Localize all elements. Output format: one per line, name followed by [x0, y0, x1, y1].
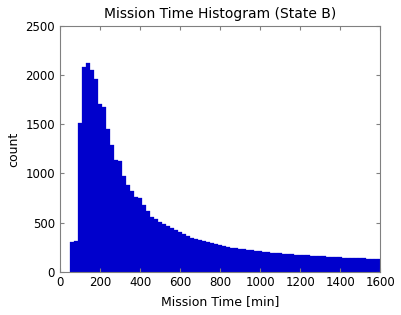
Bar: [186, 236, 190, 272]
Bar: [229, 248, 233, 272]
Bar: [98, 104, 102, 272]
Bar: [162, 224, 166, 272]
Bar: [373, 259, 377, 272]
Bar: [206, 242, 210, 272]
Bar: [82, 66, 86, 272]
Bar: [349, 258, 353, 272]
Bar: [357, 258, 361, 272]
Bar: [106, 129, 110, 272]
Bar: [321, 256, 325, 272]
Bar: [94, 79, 98, 272]
Bar: [290, 255, 294, 272]
Bar: [265, 252, 269, 272]
Bar: [210, 243, 214, 272]
Bar: [126, 185, 130, 272]
Bar: [74, 241, 78, 272]
Bar: [337, 257, 341, 272]
Bar: [146, 211, 150, 272]
Bar: [202, 241, 206, 272]
X-axis label: Mission Time [min]: Mission Time [min]: [160, 295, 279, 308]
Bar: [170, 228, 174, 272]
Bar: [134, 197, 138, 272]
Bar: [122, 176, 126, 272]
Bar: [245, 249, 249, 272]
Bar: [158, 221, 162, 272]
Bar: [309, 256, 313, 272]
Bar: [361, 259, 365, 272]
Bar: [214, 244, 217, 272]
Bar: [142, 205, 146, 272]
Bar: [286, 254, 290, 272]
Bar: [174, 230, 178, 272]
Bar: [261, 251, 265, 272]
Bar: [313, 256, 317, 272]
Bar: [138, 198, 142, 272]
Bar: [198, 240, 202, 272]
Bar: [194, 239, 198, 272]
Bar: [329, 257, 333, 272]
Bar: [130, 191, 134, 272]
Bar: [277, 254, 282, 272]
Bar: [241, 249, 245, 272]
Bar: [78, 123, 82, 272]
Bar: [237, 249, 241, 272]
Bar: [233, 248, 237, 272]
Bar: [102, 107, 106, 272]
Bar: [90, 71, 94, 272]
Bar: [217, 245, 221, 272]
Bar: [397, 260, 401, 272]
Bar: [377, 259, 381, 272]
Bar: [353, 258, 357, 272]
Bar: [253, 250, 257, 272]
Y-axis label: count: count: [7, 131, 20, 167]
Bar: [257, 251, 261, 272]
Bar: [269, 253, 273, 272]
Bar: [114, 160, 118, 272]
Bar: [306, 255, 309, 272]
Bar: [178, 232, 182, 272]
Bar: [298, 255, 302, 272]
Bar: [282, 254, 286, 272]
Bar: [273, 253, 277, 272]
Bar: [389, 260, 393, 272]
Bar: [302, 255, 306, 272]
Bar: [70, 242, 74, 272]
Bar: [365, 259, 369, 272]
Bar: [369, 259, 373, 272]
Bar: [118, 161, 122, 272]
Bar: [325, 257, 329, 272]
Bar: [385, 260, 389, 272]
Bar: [341, 257, 345, 272]
Bar: [225, 247, 229, 272]
Bar: [333, 257, 337, 272]
Bar: [345, 258, 349, 272]
Bar: [166, 226, 170, 272]
Bar: [86, 63, 90, 272]
Bar: [317, 256, 321, 272]
Bar: [182, 234, 186, 272]
Bar: [154, 219, 158, 272]
Title: Mission Time Histogram (State B): Mission Time Histogram (State B): [104, 7, 335, 21]
Bar: [294, 255, 298, 272]
Bar: [150, 217, 154, 272]
Bar: [221, 246, 225, 272]
Bar: [381, 260, 385, 272]
Bar: [190, 238, 194, 272]
Bar: [393, 260, 397, 272]
Bar: [110, 145, 114, 272]
Bar: [249, 250, 253, 272]
